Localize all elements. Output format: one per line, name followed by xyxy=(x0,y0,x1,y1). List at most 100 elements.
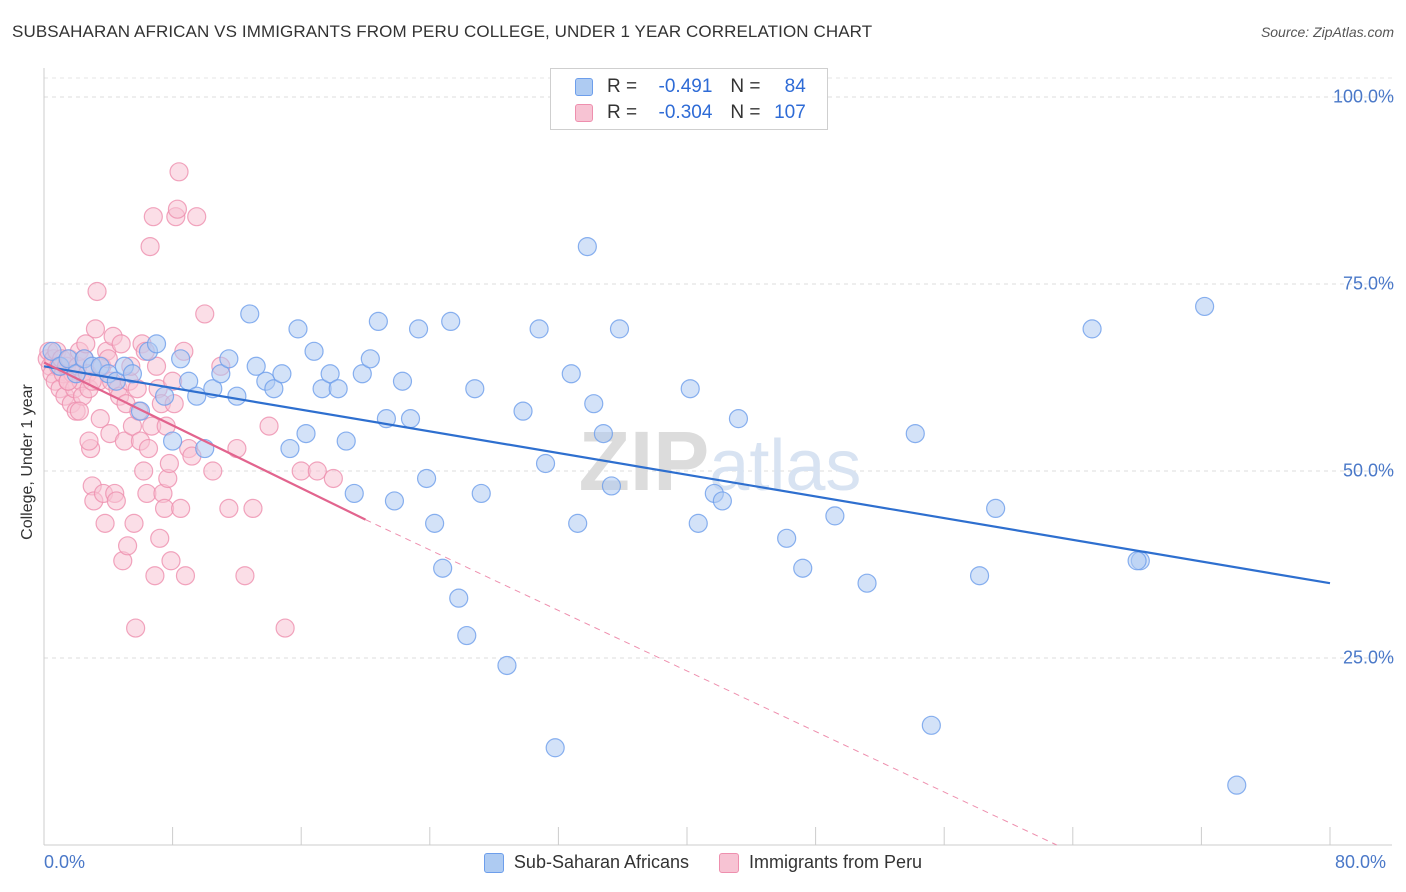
point-subsaharan xyxy=(280,438,300,459)
point-peru xyxy=(154,498,175,518)
point-subsaharan xyxy=(449,588,469,608)
point-subsaharan xyxy=(219,349,239,369)
point-subsaharan xyxy=(1127,551,1147,571)
point-subsaharan xyxy=(921,715,941,735)
point-subsaharan xyxy=(296,424,316,444)
n-label: N = xyxy=(730,76,761,97)
r-label: R = xyxy=(607,102,638,123)
axes xyxy=(43,68,1392,846)
point-subsaharan xyxy=(320,364,340,384)
n-value: 107 xyxy=(774,102,806,123)
point-subsaharan xyxy=(408,319,429,339)
y-tick-label: 50.0% xyxy=(1342,460,1394,481)
legend-label: Immigrants from Peru xyxy=(749,852,923,872)
point-peru xyxy=(275,618,295,638)
source-label: Source: ZipAtlas.com xyxy=(1260,24,1394,40)
point-subsaharan xyxy=(344,483,364,504)
point-peru xyxy=(291,461,311,481)
point-subsaharan xyxy=(328,379,348,399)
x-tick-max: 80.0% xyxy=(1335,852,1387,872)
stats-row-pink: R = -0.304 N = 107 xyxy=(575,100,806,126)
point-subsaharan xyxy=(336,431,356,451)
point-subsaharan xyxy=(535,453,556,474)
blue-swatch xyxy=(483,852,504,873)
y-tick-label: 100.0% xyxy=(1332,86,1394,107)
point-subsaharan xyxy=(561,364,581,384)
series-legend: Sub-Saharan Africans Immigrants from Per… xyxy=(0,852,1406,873)
r-value: -0.491 xyxy=(658,76,713,97)
point-subsaharan xyxy=(577,237,597,257)
point-subsaharan xyxy=(593,424,614,444)
point-peru xyxy=(137,483,157,504)
point-peru xyxy=(175,566,196,586)
point-subsaharan xyxy=(497,655,517,676)
point-subsaharan xyxy=(457,625,477,646)
point-subsaharan xyxy=(905,424,925,444)
trend-line-subsaharan xyxy=(43,365,1331,585)
point-peru xyxy=(243,498,263,518)
point-peru xyxy=(150,528,170,548)
point-peru xyxy=(161,551,181,571)
point-subsaharan xyxy=(146,334,167,354)
trend-line-peru xyxy=(43,361,366,521)
x-tick-min: 0.0% xyxy=(44,852,86,872)
point-subsaharan xyxy=(545,738,565,758)
point-subsaharan xyxy=(425,513,445,533)
legend-item-peru[interactable]: Immigrants from Peru xyxy=(719,852,922,873)
point-peru xyxy=(90,409,110,429)
point-peru xyxy=(203,461,223,481)
point-peru xyxy=(169,162,189,182)
stats-legend: R = -0.491 N = 84 R = -0.304 N = 107 xyxy=(550,68,828,130)
point-subsaharan xyxy=(227,386,247,406)
point-subsaharan xyxy=(360,349,380,369)
legend-item-subsaharan[interactable]: Sub-Saharan Africans xyxy=(483,852,690,873)
point-subsaharan xyxy=(304,341,324,361)
point-peru xyxy=(140,237,160,257)
point-peru xyxy=(87,281,107,302)
r-value: -0.304 xyxy=(658,102,713,123)
point-peru xyxy=(159,453,179,474)
point-peru xyxy=(106,491,126,511)
point-subsaharan xyxy=(601,476,622,496)
point-peru xyxy=(146,356,167,376)
point-subsaharan xyxy=(986,498,1006,518)
point-peru xyxy=(195,304,215,324)
legend-label: Sub-Saharan Africans xyxy=(513,852,690,872)
point-peru xyxy=(219,498,239,518)
point-peru xyxy=(111,334,131,354)
trend-lines xyxy=(43,361,1331,846)
chart-title: SUBSAHARAN AFRICAN VS IMMIGRANTS FROM PE… xyxy=(12,22,873,41)
point-subsaharan xyxy=(529,319,549,339)
point-subsaharan xyxy=(584,394,604,414)
point-subsaharan xyxy=(728,409,749,429)
y-tick-label: 75.0% xyxy=(1342,273,1394,294)
point-subsaharan xyxy=(568,513,588,533)
point-peru xyxy=(69,401,89,421)
pink-swatch xyxy=(719,852,740,873)
point-subsaharan xyxy=(712,491,732,511)
point-subsaharan xyxy=(1195,296,1215,317)
point-peru xyxy=(124,513,144,533)
blue-swatch xyxy=(575,78,593,96)
point-subsaharan xyxy=(1227,775,1247,795)
point-subsaharan xyxy=(211,364,231,384)
pink-swatch xyxy=(575,104,593,122)
point-subsaharan xyxy=(154,386,175,406)
point-peru xyxy=(126,618,146,638)
point-subsaharan xyxy=(513,401,533,421)
y-tick-label: 25.0% xyxy=(1342,647,1394,668)
point-subsaharan xyxy=(857,573,877,593)
point-subsaharan xyxy=(288,319,308,339)
point-subsaharan xyxy=(465,379,485,399)
point-subsaharan xyxy=(130,401,151,421)
point-peru xyxy=(134,461,154,481)
point-peru xyxy=(145,566,165,586)
point-subsaharan xyxy=(416,468,437,489)
point-peru xyxy=(85,319,106,339)
point-subsaharan xyxy=(433,558,453,578)
point-peru xyxy=(117,536,138,556)
point-peru xyxy=(171,498,191,518)
point-subsaharan xyxy=(171,349,191,369)
point-peru xyxy=(235,566,255,586)
